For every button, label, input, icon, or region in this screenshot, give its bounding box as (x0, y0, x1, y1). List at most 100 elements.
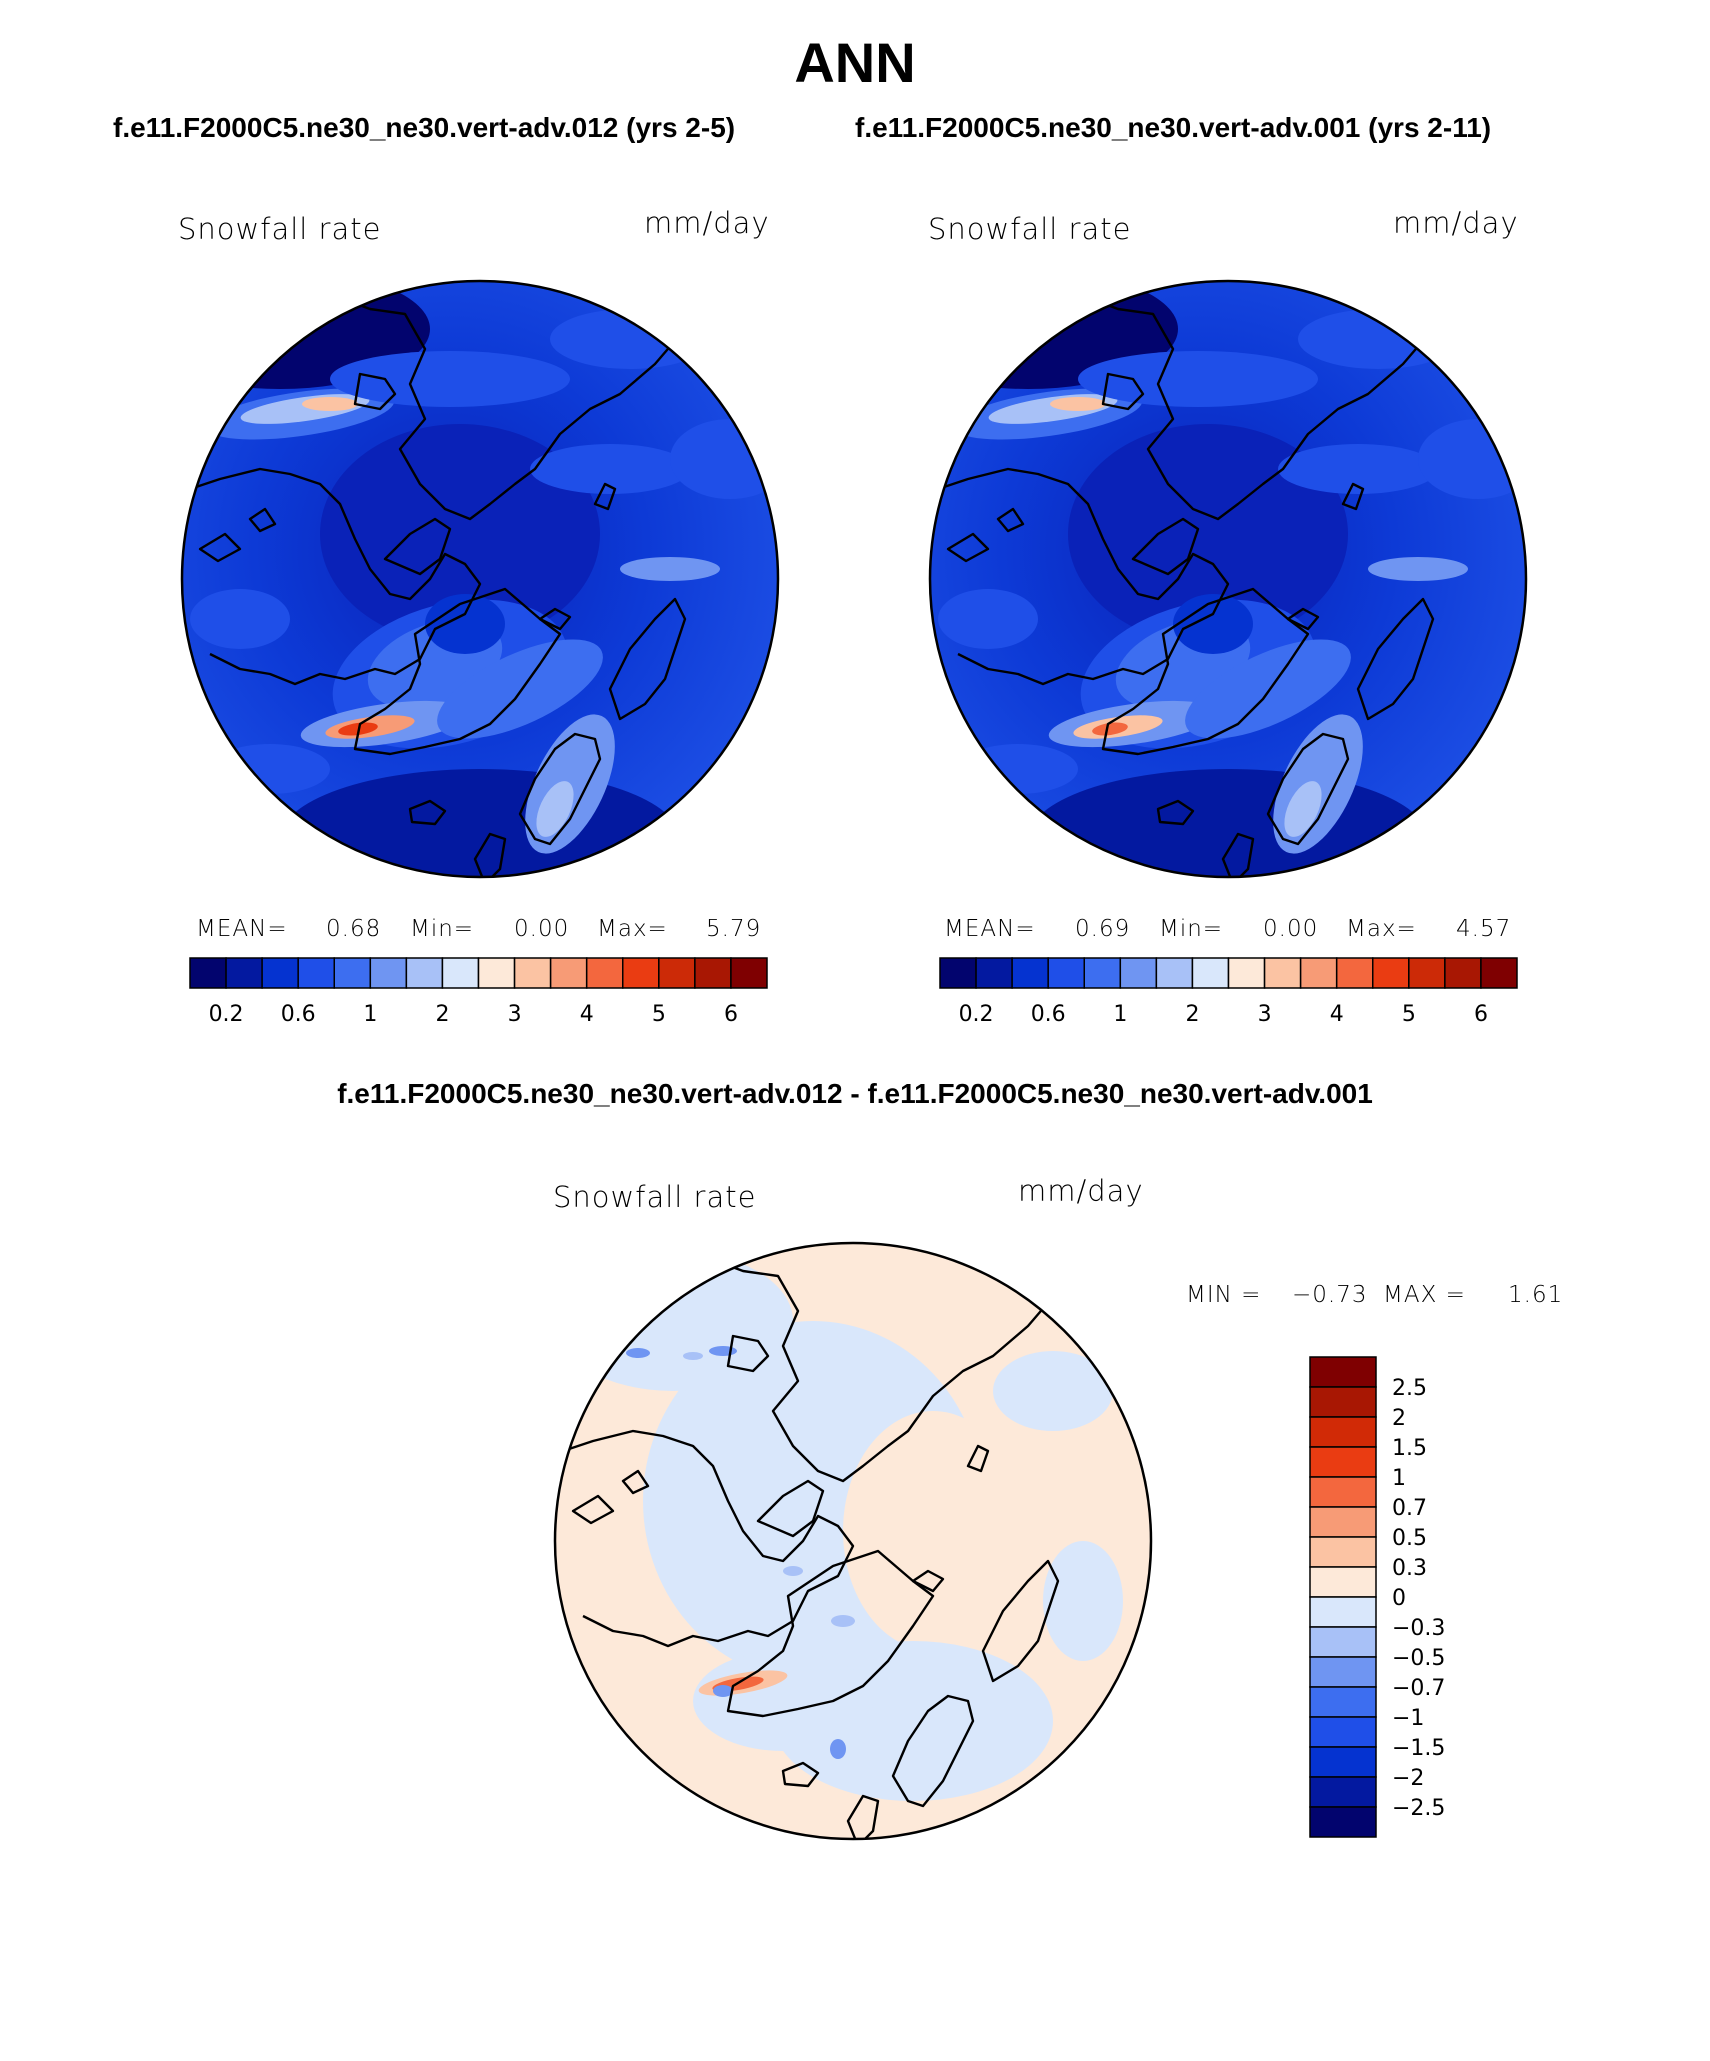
panel-1-colorbar-swatch-5 (369, 957, 408, 989)
difference-units: mm/day (1018, 1174, 1144, 1208)
difference-colorbar-tick-0: 2.5 (1392, 1376, 1427, 1401)
panel-1-colorbar-swatch-11 (585, 957, 624, 989)
difference-min-value: −0.73 (1292, 1282, 1368, 1308)
difference-colorbar-tick-1: 2 (1392, 1406, 1406, 1431)
panel-2-colorbar-swatch-15 (1480, 957, 1518, 989)
panel-1-units: mm/day (644, 206, 770, 240)
panel-2-variable: Snowfall rate (928, 212, 1132, 246)
difference-colorbar-swatch-0 (1309, 1356, 1377, 1388)
panel-2-colorbar-tick-1: 0.6 (1031, 1002, 1066, 1027)
panel-1-colorbar-tick-5: 4 (580, 1002, 594, 1027)
panel-2-colorbar-tick-7: 6 (1474, 1002, 1488, 1027)
difference-colorbar-swatch-14 (1309, 1776, 1377, 1808)
panel-2-colorbar-tick-4: 3 (1258, 1002, 1272, 1027)
panel-1-colorbar-swatch-2 (261, 957, 299, 989)
panel-2-colorbar-swatch-9 (1263, 957, 1302, 989)
panel-1-case-title: f.e11.F2000C5.ne30_ne30.vert-adv.012 (yr… (113, 112, 736, 143)
difference-colorbar-tick-3: 1 (1392, 1466, 1406, 1491)
panel-1-colorbar-swatch-10 (549, 957, 588, 989)
difference-colorbar-tick-10: −0.7 (1392, 1676, 1445, 1701)
panel-2-colorbar-tick-0: 0.2 (959, 1002, 994, 1027)
difference-colorbar-swatch-3 (1309, 1446, 1377, 1478)
difference-colorbar-tick-2: 1.5 (1392, 1436, 1427, 1461)
difference-colorbar-swatch-9 (1309, 1626, 1377, 1658)
difference-colorbar-tick-12: −1.5 (1392, 1736, 1445, 1761)
difference-max-label: MAX = (1383, 1282, 1466, 1308)
difference-colorbar-tick-8: −0.3 (1392, 1616, 1445, 1641)
difference-colorbar-swatch-1 (1309, 1386, 1377, 1418)
panel-1-colorbar-swatch-3 (297, 957, 335, 989)
difference-colorbar-tick-14: −2.5 (1392, 1796, 1445, 1821)
panel-2-colorbar-swatch-12 (1372, 957, 1410, 989)
panel-1-map (180, 279, 780, 879)
panel-1-colorbar-tick-6: 5 (652, 1002, 666, 1027)
difference-min-label: MIN = (1186, 1282, 1262, 1308)
difference-colorbar-tick-9: −0.5 (1392, 1646, 1445, 1671)
panel-1-colorbar-tick-3: 2 (435, 1002, 449, 1027)
difference-colorbar-swatch-11 (1309, 1686, 1377, 1718)
panel-1-colorbar-swatch-9 (513, 957, 552, 989)
panel-1-colorbar-swatch-15 (730, 957, 768, 989)
panel-1-mean-label: MEAN= (196, 916, 288, 942)
panel-1-variable: Snowfall rate (178, 212, 382, 246)
panel-1-colorbar-swatch-14 (694, 957, 732, 989)
panel-1-max-value: 5.79 (706, 916, 762, 942)
panel-2-colorbar-swatch-5 (1119, 957, 1158, 989)
panel-1-colorbar: 0.2 0.6 1 2 3 4 5 6 (189, 957, 768, 1027)
difference-colorbar-tick-11: −1 (1392, 1706, 1424, 1731)
panel-1-colorbar-swatch-6 (405, 957, 444, 989)
panel-2-colorbar-swatch-4 (1083, 957, 1122, 989)
panel-1-min-label: Min= (410, 916, 475, 942)
panel-1-colorbar-swatch-8 (477, 957, 516, 989)
panel-2-colorbar-swatch-1 (975, 957, 1013, 989)
panel-1-colorbar-swatch-13 (658, 957, 696, 989)
panel-2-colorbar-tick-2: 1 (1113, 1002, 1127, 1027)
panel-1-colorbar-tick-1: 0.6 (281, 1002, 316, 1027)
panel-2-colorbar-swatch-7 (1191, 957, 1230, 989)
difference-colorbar-swatch-6 (1309, 1536, 1377, 1568)
panel-2-mean-label: MEAN= (944, 916, 1036, 942)
panel-2-colorbar-tick-3: 2 (1185, 1002, 1199, 1027)
panel-1-colorbar-swatch-4 (333, 957, 372, 989)
panel-2-case-title: f.e11.F2000C5.ne30_ne30.vert-adv.001 (yr… (855, 112, 1492, 143)
panel-2-colorbar-tick-6: 5 (1402, 1002, 1416, 1027)
panel-2-colorbar-swatch-13 (1408, 957, 1446, 989)
panel-2-max-label: Max= (1346, 916, 1417, 942)
panel-2-colorbar-swatch-6 (1155, 957, 1194, 989)
panel-2-colorbar-tick-5: 4 (1330, 1002, 1344, 1027)
panel-1-mean-value: 0.68 (326, 916, 382, 942)
difference-colorbar-swatch-2 (1309, 1416, 1377, 1448)
panel-1-colorbar-swatch-7 (441, 957, 480, 989)
difference-colorbar-swatch-10 (1309, 1656, 1377, 1688)
difference-colorbar-swatch-5 (1309, 1506, 1377, 1538)
difference-colorbar-swatch-13 (1309, 1746, 1377, 1778)
difference-colorbar-swatch-15 (1309, 1806, 1377, 1838)
panel-1-colorbar-tick-4: 3 (508, 1002, 522, 1027)
difference-colorbar: 2.5 2 1.5 1 0.7 0.5 0.3 0 −0.3 −0.5 −0.7 −1 −1.5 −2 −2… (1309, 1356, 1445, 1838)
figure-title: ANN (794, 31, 916, 94)
difference-title: f.e11.F2000C5.ne30_ne30.vert-adv.012 - f… (337, 1078, 1373, 1109)
difference-colorbar-swatch-4 (1309, 1476, 1377, 1508)
difference-variable: Snowfall rate (553, 1180, 757, 1214)
difference-map (553, 1241, 1153, 1841)
panel-1-colorbar-tick-2: 1 (363, 1002, 377, 1027)
difference-colorbar-swatch-8 (1309, 1596, 1377, 1628)
difference-colorbar-tick-4: 0.7 (1392, 1496, 1427, 1521)
panel-2-colorbar-swatch-14 (1444, 957, 1482, 989)
panel-1-min-value: 0.00 (514, 916, 570, 942)
panel-2-colorbar-swatch-10 (1299, 957, 1338, 989)
panel-2-map (928, 279, 1528, 879)
panel-2-min-label: Min= (1159, 916, 1224, 942)
panel-2-colorbar-swatch-2 (1011, 957, 1049, 989)
panel-2-units: mm/day (1393, 206, 1519, 240)
difference-max-value: 1.61 (1508, 1282, 1564, 1308)
difference-colorbar-swatch-7 (1309, 1566, 1377, 1598)
panel-1-max-label: Max= (597, 916, 668, 942)
panel-1-colorbar-swatch-0 (189, 957, 227, 989)
panel-2-colorbar-swatch-11 (1335, 957, 1374, 989)
panel-1-colorbar-swatch-1 (225, 957, 263, 989)
panel-2-colorbar-swatch-0 (939, 957, 977, 989)
panel-2-colorbar: 0.2 0.6 1 2 3 4 5 6 (939, 957, 1518, 1027)
difference-colorbar-tick-6: 0.3 (1392, 1556, 1427, 1581)
difference-colorbar-tick-5: 0.5 (1392, 1526, 1427, 1551)
